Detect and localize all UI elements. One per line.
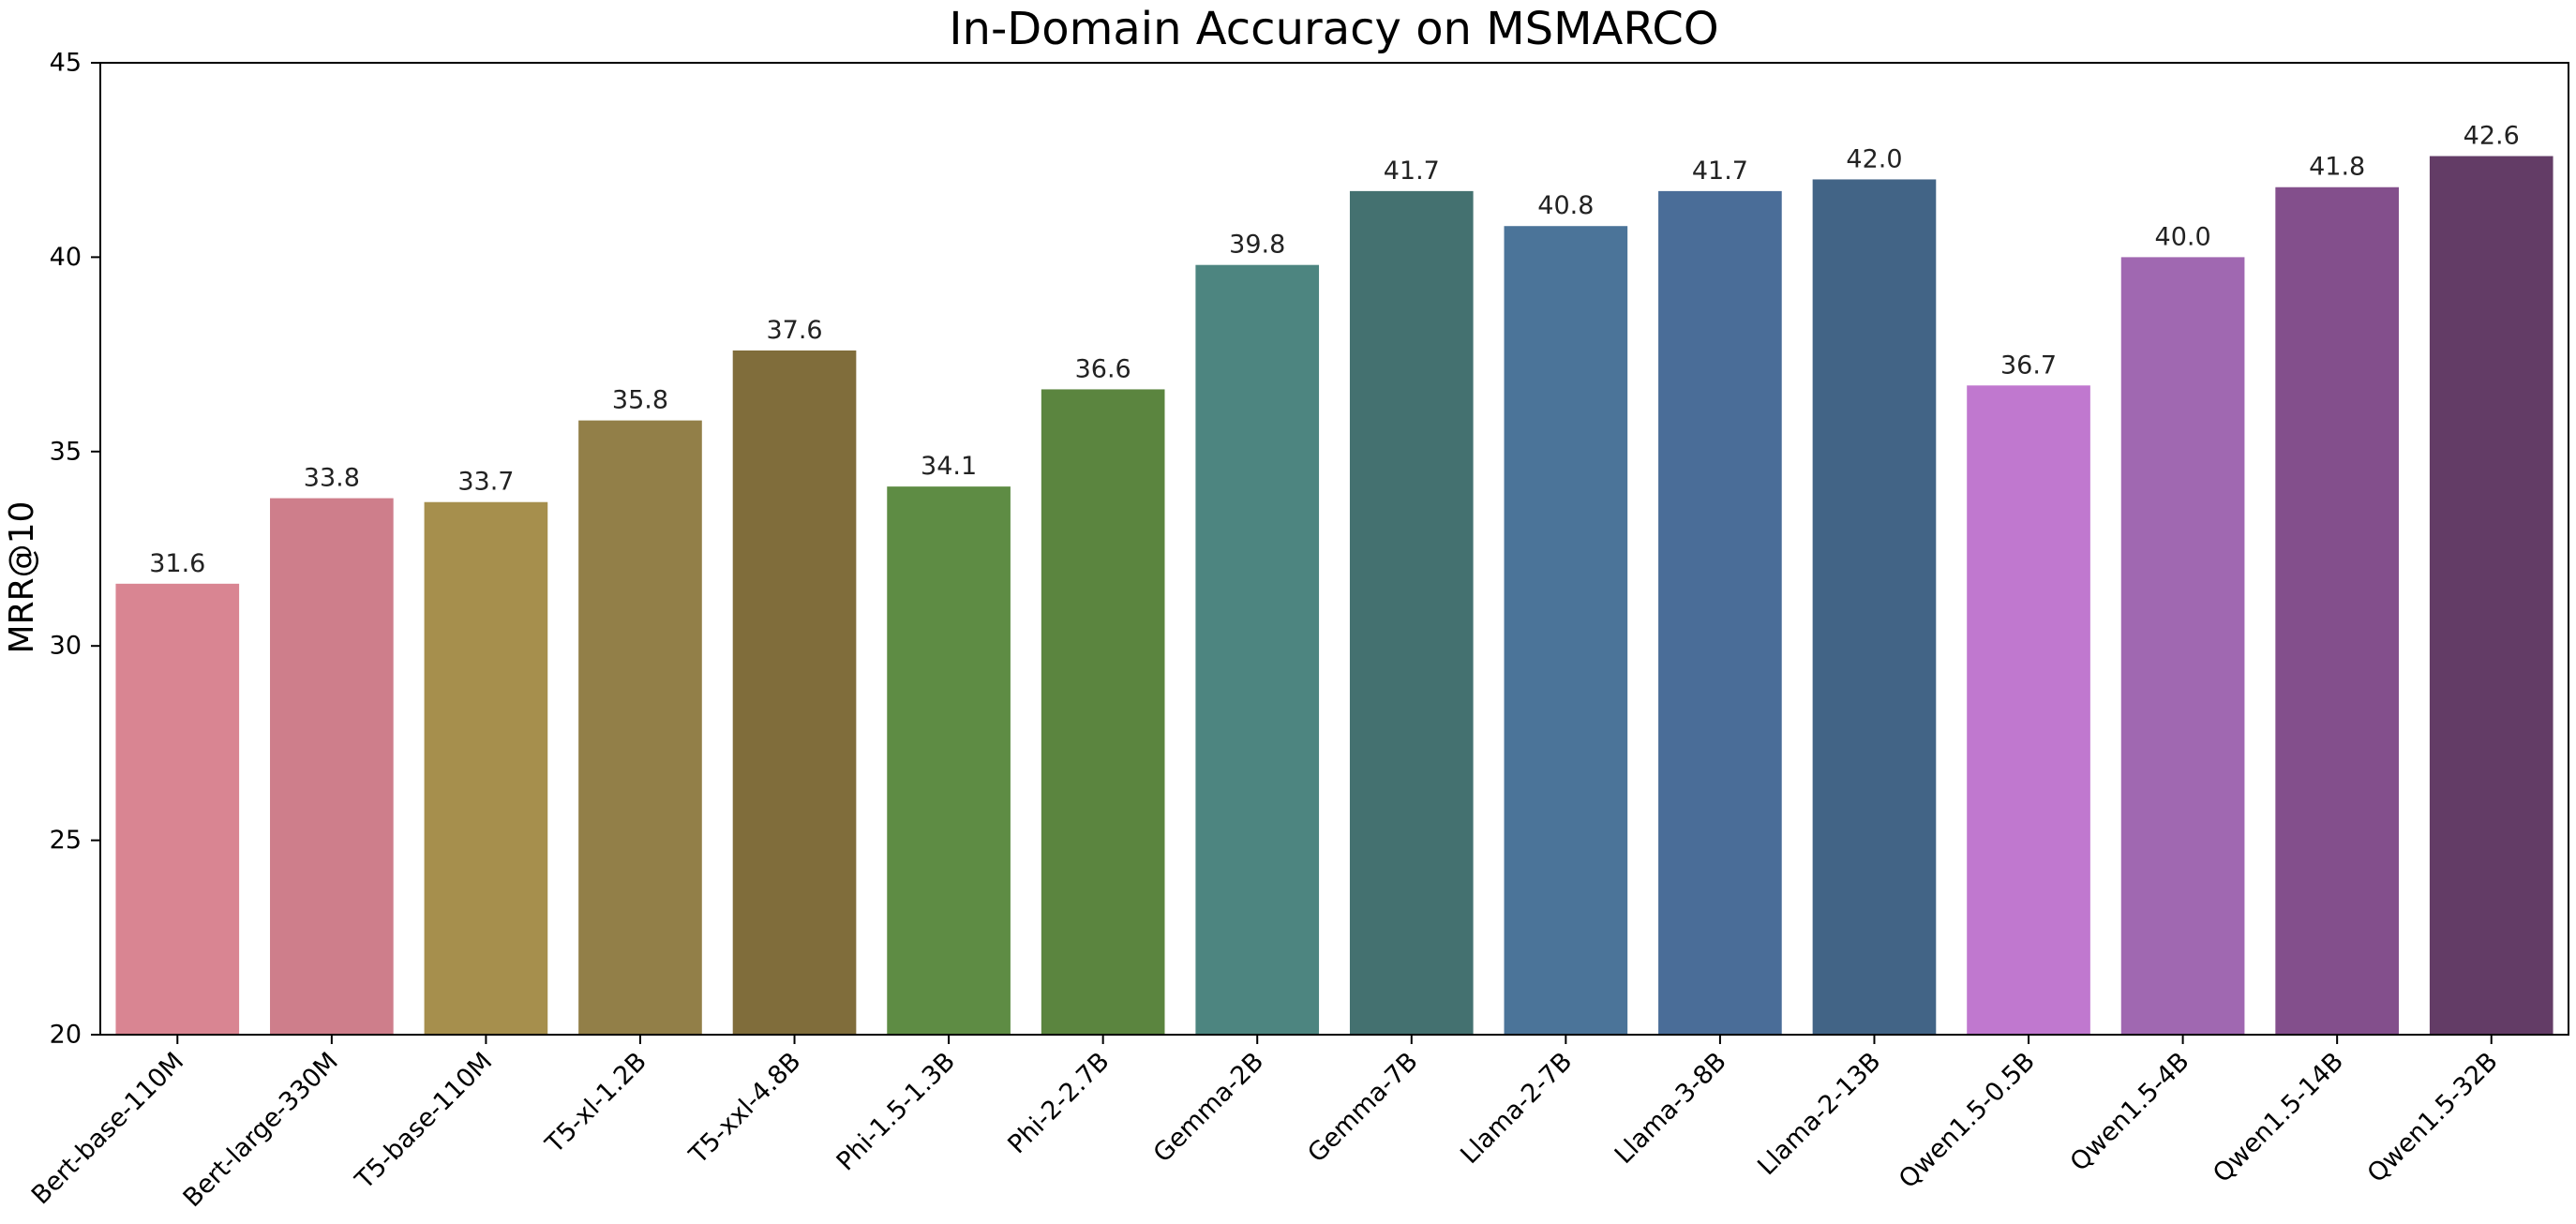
bar-12 [1812, 179, 1937, 1035]
x-tick-label: Phi-1.5-1.3B [831, 1047, 961, 1176]
y-tick-label: 40 [50, 243, 82, 272]
bar-value-label: 41.8 [2309, 153, 2365, 182]
bar-value-label: 40.8 [1537, 191, 1594, 220]
bar-14 [2120, 257, 2245, 1035]
x-tick-label: Qwen1.5-0.5B [1894, 1047, 2041, 1194]
y-axis-label: MRR@10 [3, 501, 41, 654]
bar-value-label: 33.7 [457, 468, 514, 497]
y-tick-label: 45 [50, 49, 82, 78]
x-tick-label: Bert-base-110M [26, 1047, 189, 1210]
bar-9 [1349, 190, 1474, 1035]
plot-frame [99, 62, 2569, 1036]
bar-value-label: 39.8 [1229, 231, 1285, 260]
x-tick-label: T5-xxl-4.8B [683, 1047, 807, 1171]
bar-2 [270, 498, 394, 1035]
chart-title: In-Domain Accuracy on MSMARCO [949, 3, 1718, 55]
bar-16 [2429, 156, 2554, 1035]
bar-value-label: 33.8 [304, 464, 360, 493]
x-tick-label: Llama-3-8B [1610, 1047, 1732, 1170]
bar-value-label: 36.7 [2000, 351, 2057, 380]
y-tick-label: 25 [50, 826, 82, 855]
bar-1 [115, 583, 240, 1035]
bar-6 [887, 486, 1011, 1035]
bar-3 [424, 501, 548, 1035]
y-tick-label: 35 [50, 437, 82, 466]
x-tick-label: Gemma-7B [1302, 1047, 1423, 1169]
bar-value-label: 37.6 [766, 316, 822, 345]
x-tick-label: T5-base-110M [350, 1047, 499, 1196]
bar-value-label: 41.7 [1692, 157, 1748, 186]
bar-value-label: 34.1 [921, 452, 977, 481]
x-tick-label: Qwen1.5-32B [2362, 1047, 2504, 1188]
bar-value-label: 35.8 [612, 386, 668, 415]
bar-4 [578, 420, 702, 1036]
x-tick-label: T5-xl-1.2B [540, 1047, 652, 1159]
bar-15 [2275, 187, 2399, 1036]
x-tick-label: Llama-2-7B [1455, 1047, 1578, 1170]
y-tick-label: 20 [50, 1021, 82, 1050]
bar-7 [1041, 389, 1165, 1035]
bar-value-label: 41.7 [1384, 157, 1440, 186]
bar-value-label: 40.0 [2155, 222, 2211, 251]
bar-8 [1195, 264, 1320, 1035]
x-tick-label: Llama-2-13B [1752, 1047, 1886, 1181]
bar-value-label: 31.6 [149, 549, 205, 578]
x-tick-label: Phi-2-2.7B [1002, 1047, 1115, 1159]
bar-value-label: 42.6 [2464, 122, 2520, 151]
bar-13 [1967, 385, 2090, 1035]
x-tick-label: Qwen1.5-14B [2208, 1047, 2349, 1188]
bar-value-label: 42.0 [1846, 144, 1902, 173]
x-tick-label: Bert-large-330M [178, 1047, 344, 1213]
x-tick-label: Gemma-2B [1148, 1047, 1269, 1169]
value-labels-group: 31.6 33.8 33.7 35.8 37.6 34.1 36.6 39.8 41.7 40.8… [149, 122, 2520, 578]
bar-value-label: 36.6 [1075, 354, 1131, 383]
bar-5 [732, 350, 857, 1035]
y-axis-ticks: 20 25 30 35 40 45 [50, 49, 100, 1050]
bars-group [115, 156, 2554, 1036]
y-tick-label: 30 [50, 632, 82, 661]
bar-10 [1504, 226, 1628, 1035]
bar-11 [1658, 190, 1782, 1035]
x-tick-label: Qwen1.5-4B [2065, 1047, 2195, 1177]
